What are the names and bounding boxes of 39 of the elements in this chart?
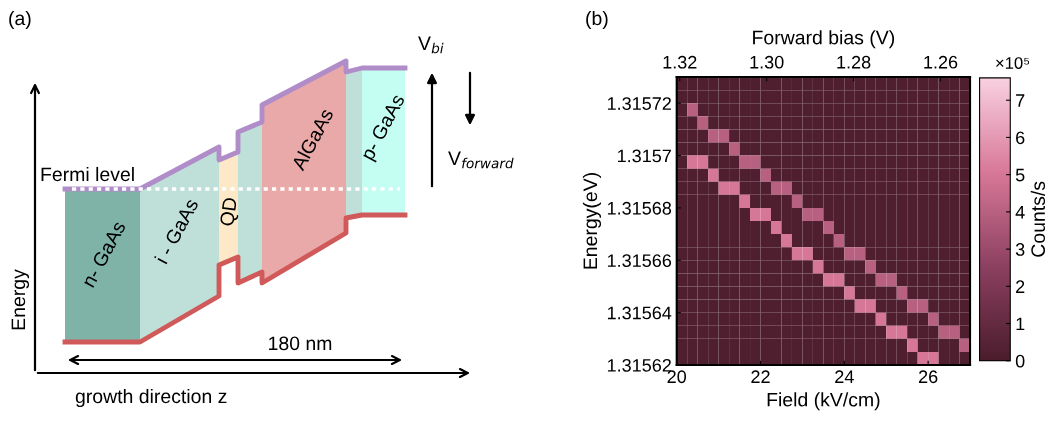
text: 180 nm xyxy=(269,336,332,351)
y-tick-label: 1.3157 xyxy=(618,149,671,163)
text: Energy xyxy=(11,269,30,330)
color-bar-title: Counts/s xyxy=(1030,181,1046,257)
text: V$_{bi}$ xyxy=(418,36,444,54)
color-bar-label: 7 xyxy=(1016,94,1025,107)
x-axis-title: Field (kV/cm) xyxy=(767,392,880,411)
text: ×10⁵ xyxy=(996,57,1030,69)
x-tick-label: 26 xyxy=(919,370,938,384)
y-tick-label: 1.31572 xyxy=(607,97,671,110)
text: i - GaAs xyxy=(154,197,199,265)
y-tick-label: 1.31568 xyxy=(607,201,672,215)
x-tick-label: 22 xyxy=(751,370,770,383)
x2-axis-title: Forward bias (V) xyxy=(753,30,895,49)
color-bar-label: 2 xyxy=(1016,280,1025,293)
color-bar-label: 1 xyxy=(1016,317,1025,331)
x2-tick-label: 1.28 xyxy=(837,55,871,69)
y-tick-label: 1.31566 xyxy=(607,254,672,268)
color-bar-label: 3 xyxy=(1015,243,1025,256)
x-tick-label: 24 xyxy=(835,370,854,383)
color-bar-label: 5 xyxy=(1015,168,1025,182)
text: (a) xyxy=(9,10,31,30)
x2-tick-label: 1.32 xyxy=(663,55,697,69)
text: growth direction z xyxy=(75,388,227,408)
color-bar-label: 4 xyxy=(1015,206,1025,219)
y-axis-title: Energy(eV) xyxy=(582,173,602,269)
text: p- GaAs xyxy=(360,93,409,163)
color-bar-label: 0 xyxy=(1015,354,1025,368)
chart-title: (b) xyxy=(586,10,608,30)
y-tick-label: 1.31562 xyxy=(607,358,671,372)
text: QD xyxy=(219,197,241,227)
x2-tick-label: 1.26 xyxy=(924,55,958,69)
y-tick-label: 1.31564 xyxy=(607,306,672,320)
color-bar-label: 6 xyxy=(1016,131,1025,145)
x2-tick-label: 1.30 xyxy=(750,55,784,69)
text: n- GaAs xyxy=(81,220,127,288)
x-tick-label: 20 xyxy=(667,370,687,384)
text: V$_{forward}$ xyxy=(448,151,514,169)
text: Fermi level xyxy=(41,166,134,182)
